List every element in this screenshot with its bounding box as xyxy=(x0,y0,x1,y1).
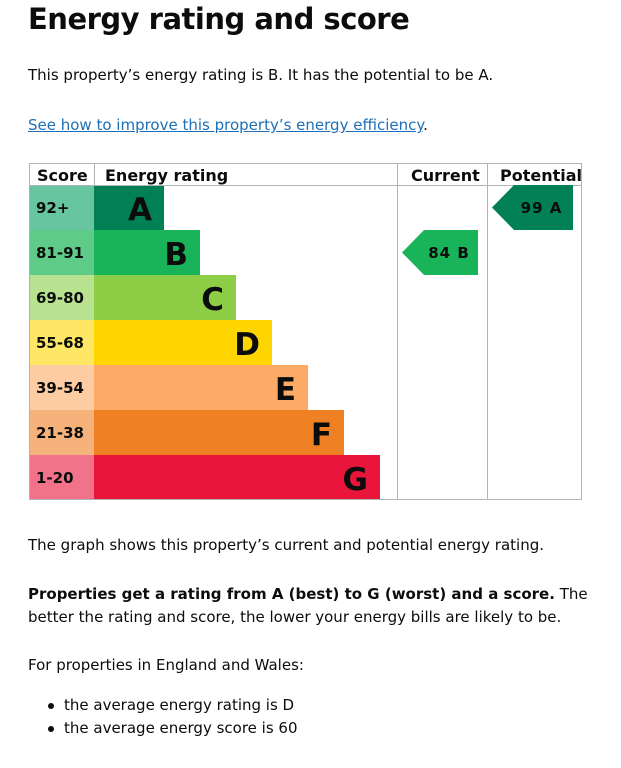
rating-bar-c xyxy=(94,275,236,320)
rating-bar-b xyxy=(94,230,200,275)
score-cell-d xyxy=(29,320,94,365)
rating-bar-f xyxy=(94,410,344,455)
rating-summary: This property’s energy rating is B. It h… xyxy=(28,66,494,84)
header-current: Current xyxy=(411,166,480,185)
score-cell-f xyxy=(29,410,94,455)
score-range-g: 1-20 xyxy=(36,469,74,487)
score-range-d: 55-68 xyxy=(36,334,84,352)
chart-border xyxy=(29,163,582,500)
improve-paragraph: See how to improve this property’s energ… xyxy=(28,114,588,137)
average-rating-item: the average energy rating is D xyxy=(28,694,298,717)
score-cell-c xyxy=(29,275,94,320)
rating-bar-d xyxy=(94,320,272,365)
current-rating-label: 84 B xyxy=(428,244,470,262)
rating-letter-c: C xyxy=(201,282,224,318)
score-cell-g xyxy=(29,455,94,500)
improve-efficiency-link[interactable]: See how to improve this property’s energ… xyxy=(28,116,424,134)
header-potential: Potential xyxy=(500,166,582,185)
averages-list: the average energy rating is D the avera… xyxy=(28,694,298,740)
score-cell-a xyxy=(29,185,94,230)
header-energy-rating: Energy rating xyxy=(105,166,228,185)
regional-intro: For properties in England and Wales: xyxy=(28,656,304,674)
rating-explanation-bold: Properties get a rating from A (best) to… xyxy=(28,585,555,603)
average-score-item: the average energy score is 60 xyxy=(28,717,298,740)
rating-letter-d: D xyxy=(234,327,260,363)
rating-letter-b: B xyxy=(164,237,188,273)
rating-letter-f: F xyxy=(311,417,332,453)
rating-bar-g xyxy=(94,455,380,500)
current-arrow xyxy=(402,230,478,275)
rating-letter-e: E xyxy=(275,372,296,408)
score-cell-b xyxy=(29,230,94,275)
score-range-e: 39-54 xyxy=(36,379,84,397)
header-score: Score xyxy=(37,166,88,185)
score-range-f: 21-38 xyxy=(36,424,84,442)
link-period: . xyxy=(423,116,428,134)
rating-bar-a xyxy=(94,185,164,230)
score-range-a: 92+ xyxy=(36,199,69,217)
energy-rating-chart: Score Energy rating Current Potential 92+ A 81… xyxy=(29,163,582,500)
rating-letter-a: A xyxy=(128,192,152,228)
rating-bar-e xyxy=(94,365,308,410)
potential-arrow xyxy=(492,185,573,230)
rating-explanation-rest: The better the rating and score, the low… xyxy=(28,585,588,626)
rating-letter-g: G xyxy=(343,462,368,498)
graph-caption: The graph shows this property’s current … xyxy=(28,536,544,554)
score-cell-e xyxy=(29,365,94,410)
score-range-b: 81-91 xyxy=(36,244,84,262)
page-title: Energy rating and score xyxy=(28,2,410,36)
potential-rating-label: 99 A xyxy=(521,199,563,217)
rating-explanation: Properties get a rating from A (best) to… xyxy=(28,583,588,629)
score-range-c: 69-80 xyxy=(36,289,84,307)
